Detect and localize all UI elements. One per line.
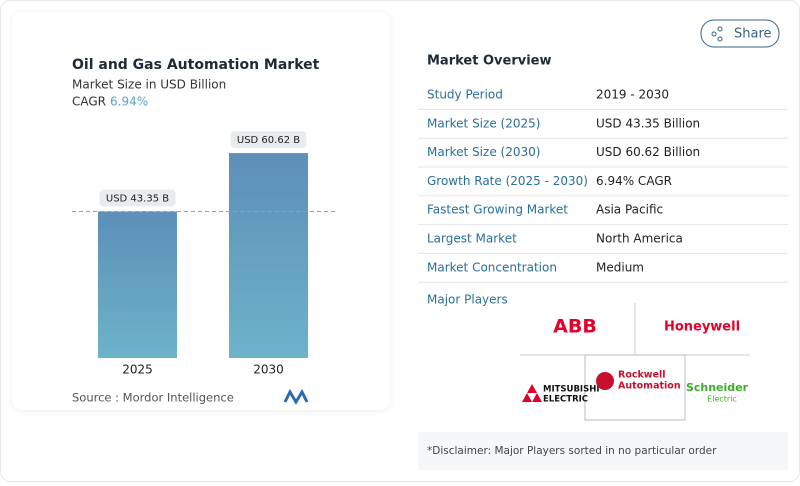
row-label: Fastest Growing Market xyxy=(427,203,568,217)
mitsubishi-mark xyxy=(522,384,542,402)
disclaimer-band xyxy=(418,432,788,470)
players-title: Major Players xyxy=(427,293,508,307)
row-value: North America xyxy=(596,232,683,246)
row-value: Asia Pacific xyxy=(596,203,663,217)
row-value: 6.94% CAGR xyxy=(596,174,672,188)
cagr-label: CAGR xyxy=(72,95,106,109)
value-label: USD 43.35 B xyxy=(106,193,169,204)
row-label: Market Concentration xyxy=(427,260,557,274)
logo-rockwell: Rockwell xyxy=(618,370,666,381)
chart-title: Oil and Gas Automation Market xyxy=(72,57,320,73)
overview-title: Market Overview xyxy=(427,54,551,69)
cagr-value: 6.94% xyxy=(110,95,148,109)
source-logo xyxy=(283,388,309,405)
source: Source : Mordor Intelligence xyxy=(72,391,234,405)
value-label: USD 60.62 B xyxy=(237,135,300,146)
logo-schneider-electric: Electric xyxy=(707,395,737,404)
x-tick-label: 2025 xyxy=(122,363,153,377)
logo-abb: ABB xyxy=(553,316,597,338)
bar xyxy=(229,153,308,358)
row-label: Market Size (2030) xyxy=(427,145,540,159)
share-button[interactable]: Share xyxy=(700,19,780,48)
row-value: 2019 - 2030 xyxy=(596,88,669,102)
row-value: USD 60.62 Billion xyxy=(596,145,700,159)
logo-electric: ELECTRIC xyxy=(543,395,588,405)
logo-grid xyxy=(520,303,750,421)
share-label[interactable]: Share xyxy=(734,27,772,42)
row-label: Largest Market xyxy=(427,232,517,246)
row-label: Study Period xyxy=(427,88,503,102)
chart-subtitle: Market Size in USD Billion xyxy=(72,78,226,92)
row-value: USD 43.35 Billion xyxy=(596,116,700,130)
disclaimer: *Disclaimer: Major Players sorted in no … xyxy=(427,445,717,457)
row-value: Medium xyxy=(596,260,644,274)
row-label: Market Size (2025) xyxy=(427,116,540,130)
rockwell-mark xyxy=(596,372,614,390)
logo-schneider: Schneider xyxy=(686,381,749,394)
bar xyxy=(98,211,177,358)
x-tick-label: 2030 xyxy=(253,363,284,377)
value-pill xyxy=(230,131,307,149)
logo-honeywell: Honeywell xyxy=(664,320,740,335)
logo-mitsubishi: MITSUBISHI xyxy=(543,385,599,395)
value-pill xyxy=(99,189,176,207)
logo-automation: Automation xyxy=(618,381,681,392)
row-label: Growth Rate (2025 - 2030) xyxy=(427,174,588,188)
